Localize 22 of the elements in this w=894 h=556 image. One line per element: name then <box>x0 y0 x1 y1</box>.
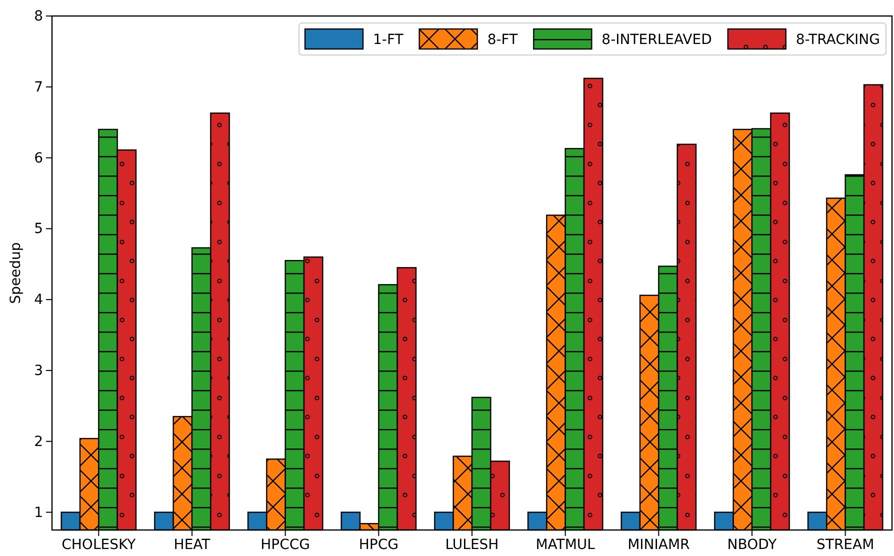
x-tick-label: LULESH <box>445 536 499 553</box>
y-tick-label: 8 <box>34 8 43 24</box>
x-tick-label: HPCG <box>358 536 398 553</box>
x-tick-label: STREAM <box>816 536 874 553</box>
legend-label: 8-FT <box>487 32 518 48</box>
y-tick-label: 3 <box>34 362 43 379</box>
y-tick-label: 2 <box>34 434 43 450</box>
legend-label: 8-TRACKING <box>796 32 880 48</box>
y-tick-label: 1 <box>34 504 43 521</box>
y-tick-label: 4 <box>34 292 44 308</box>
x-tick-label: HPCCG <box>260 536 310 553</box>
x-tick-label: CHOLESKY <box>62 536 136 553</box>
y-tick-label: 7 <box>34 79 43 96</box>
legend-label: 8-INTERLEAVED <box>602 32 712 48</box>
y-axis-title: Speedup <box>8 242 24 304</box>
y-tick-label: 5 <box>34 221 43 238</box>
x-tick-label: MINIAMR <box>628 536 690 553</box>
x-tick-label: HEAT <box>174 536 211 553</box>
x-tick-label: MATMUL <box>536 536 596 553</box>
x-tick-label: NBODY <box>727 536 778 553</box>
legend-label: 1-FT <box>373 32 404 48</box>
y-tick-label: 6 <box>34 150 44 166</box>
